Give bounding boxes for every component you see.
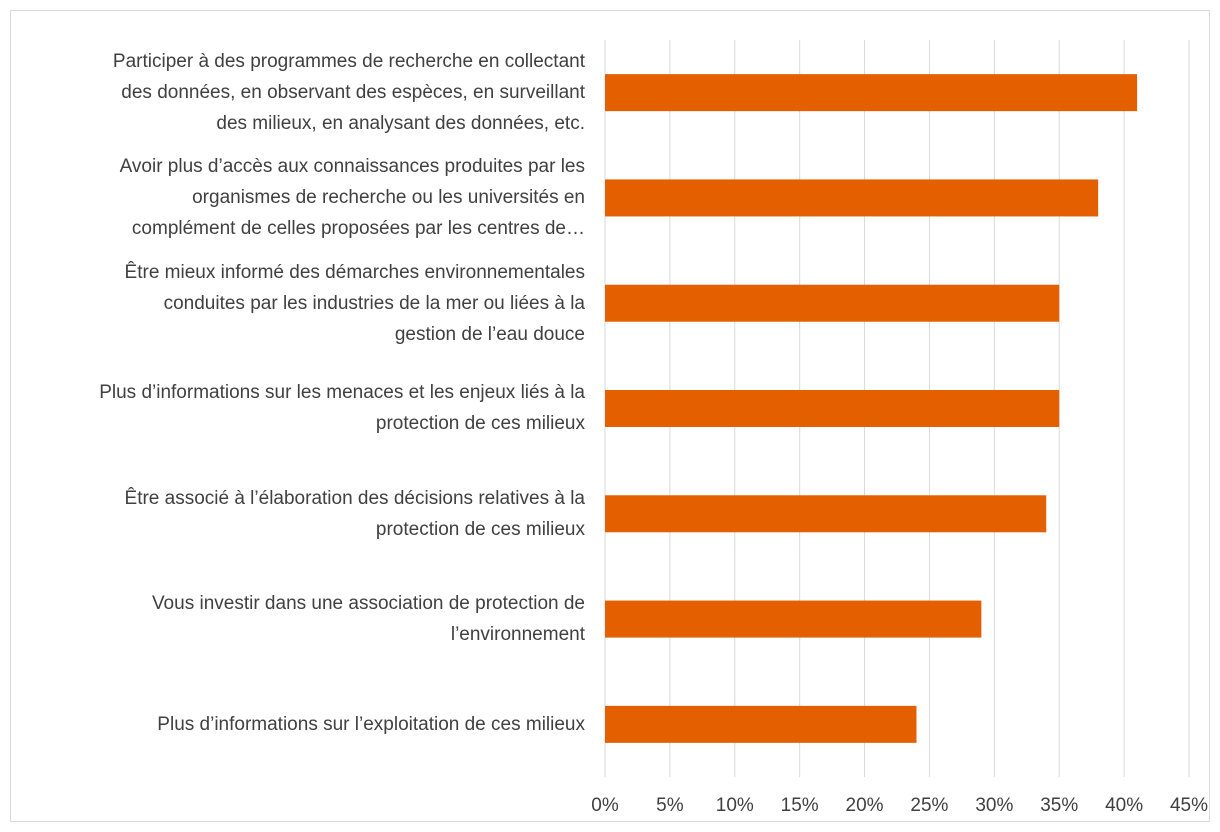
x-tick-label: 15% — [781, 795, 819, 816]
y-tick-label: Vous investir dans une association de pr… — [151, 593, 585, 646]
y-tick-label: Avoir plus d’accès aux connaissances pro… — [119, 156, 585, 240]
y-tick-label: Plus d’informations sur l’exploitation d… — [157, 713, 585, 735]
y-tick-label: Participer à des programmes de recherche… — [112, 51, 585, 135]
x-tick-label: 25% — [910, 795, 948, 816]
x-tick-label: 10% — [716, 795, 754, 816]
x-tick-label: 5% — [656, 795, 684, 816]
y-tick-label: Être mieux informé des démarches environ… — [124, 261, 585, 345]
y-tick-label: Plus d’informations sur les menaces et l… — [99, 382, 585, 435]
x-tick-label: 45% — [1170, 795, 1208, 816]
x-tick-label: 30% — [975, 795, 1013, 816]
x-tick-label: 35% — [1040, 795, 1078, 816]
bar — [605, 600, 982, 638]
bar — [605, 705, 917, 743]
x-tick-label: 0% — [591, 795, 619, 816]
bar — [605, 390, 1060, 427]
x-tick-label: 20% — [846, 795, 884, 816]
bar — [605, 284, 1060, 322]
bar — [605, 74, 1138, 112]
bar — [605, 495, 1047, 533]
chart-frame — [10, 10, 1210, 822]
bar — [605, 179, 1099, 217]
x-tick-label: 40% — [1105, 795, 1143, 816]
y-tick-label: Être associé à l’élaboration des décisio… — [124, 487, 585, 540]
